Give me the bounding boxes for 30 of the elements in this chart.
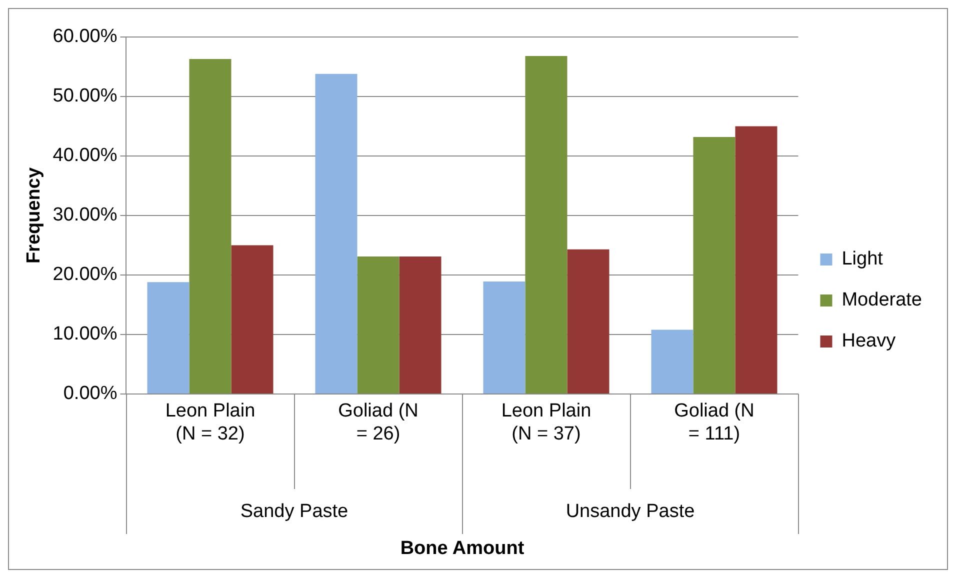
y-axis-title: Frequency [24, 167, 45, 264]
bar [231, 245, 274, 394]
bar [357, 256, 400, 394]
x-tick-label: Goliad (N = 111) [674, 400, 754, 444]
bar [567, 249, 610, 394]
y-tick-label: 60.00% [52, 26, 118, 48]
x-tick-label: Leon Plain (N = 37) [501, 400, 592, 444]
y-tick-label: 10.00% [52, 324, 118, 345]
text: Unsandy Paste [566, 501, 695, 522]
y-tick-label: 40.00% [52, 145, 118, 166]
bar [651, 330, 694, 394]
x-axis-title: Bone Amount [400, 538, 525, 559]
y-tick-label: 0.00% [63, 383, 118, 404]
bar [735, 126, 778, 394]
x-tick-label: Leon Plain (N = 32) [165, 400, 256, 444]
bar [525, 56, 568, 394]
y-tick-label: 20.00% [52, 264, 118, 286]
bar [399, 256, 442, 394]
bar [315, 74, 358, 394]
bar [147, 282, 190, 394]
y-tick-label: 50.00% [52, 86, 118, 107]
x-tick-label: Goliad (N = 26) [338, 400, 418, 444]
y-tick-label: 30.00% [52, 204, 118, 226]
legend-label: Heavy [842, 330, 896, 352]
text: Sandy Paste [240, 501, 348, 522]
bar [483, 282, 526, 394]
legend-label: Light [842, 248, 884, 270]
bar [189, 59, 232, 394]
bar [693, 136, 736, 394]
legend-label: Moderate [842, 290, 922, 311]
